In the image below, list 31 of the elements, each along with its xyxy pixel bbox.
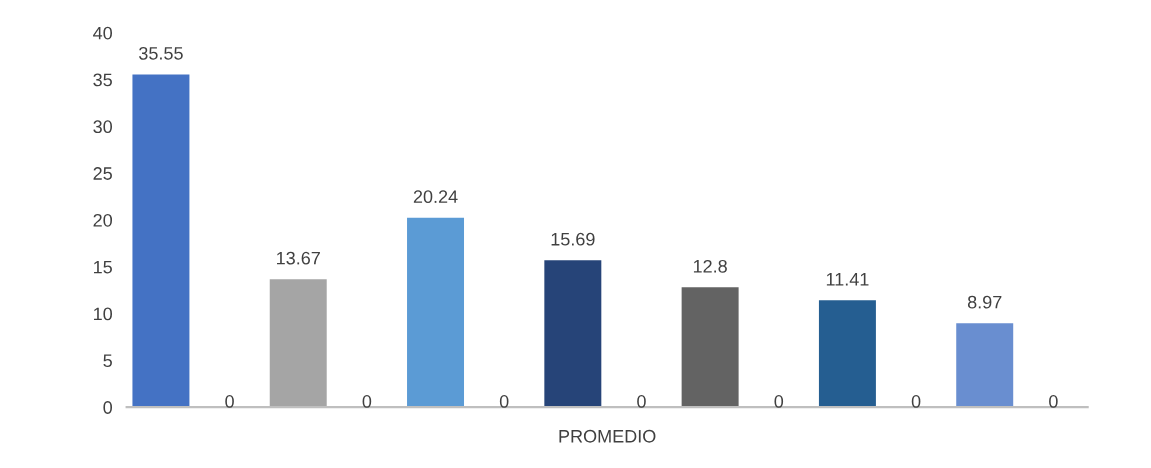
data-label: 15.69 bbox=[551, 232, 595, 246]
bar bbox=[956, 323, 1014, 408]
bar bbox=[132, 74, 190, 408]
y-tick-label: 15 bbox=[94, 260, 112, 274]
x-axis-title: PROMEDIO bbox=[559, 429, 656, 443]
bar bbox=[681, 287, 739, 408]
bar bbox=[818, 300, 876, 408]
data-label: 35.55 bbox=[139, 46, 183, 60]
data-label: 0 bbox=[499, 395, 509, 408]
y-tick-label: 40 bbox=[93, 26, 113, 40]
data-label: 0 bbox=[1049, 395, 1058, 408]
y-tick-label: 10 bbox=[94, 307, 113, 321]
bar bbox=[269, 279, 327, 408]
data-label: 11.41 bbox=[826, 273, 869, 286]
y-tick-label: 25 bbox=[93, 167, 112, 180]
bar bbox=[544, 260, 602, 408]
y-tick-label: 5 bbox=[103, 354, 112, 368]
y-tick-label: 0 bbox=[103, 401, 113, 414]
data-label: 12.8 bbox=[693, 259, 727, 273]
data-label: 0 bbox=[362, 395, 372, 408]
data-label: 0 bbox=[225, 395, 234, 408]
data-label: 0 bbox=[911, 395, 921, 408]
y-tick-label: 35 bbox=[93, 73, 112, 87]
data-label: 8.97 bbox=[967, 295, 1002, 309]
data-label: 0 bbox=[637, 395, 646, 408]
data-label: 13.67 bbox=[277, 251, 320, 265]
data-label: 20.24 bbox=[413, 190, 458, 204]
data-label: 0 bbox=[774, 395, 784, 408]
y-tick-label: 20 bbox=[93, 213, 113, 227]
bar bbox=[407, 217, 465, 408]
y-tick-label: 30 bbox=[93, 120, 113, 134]
